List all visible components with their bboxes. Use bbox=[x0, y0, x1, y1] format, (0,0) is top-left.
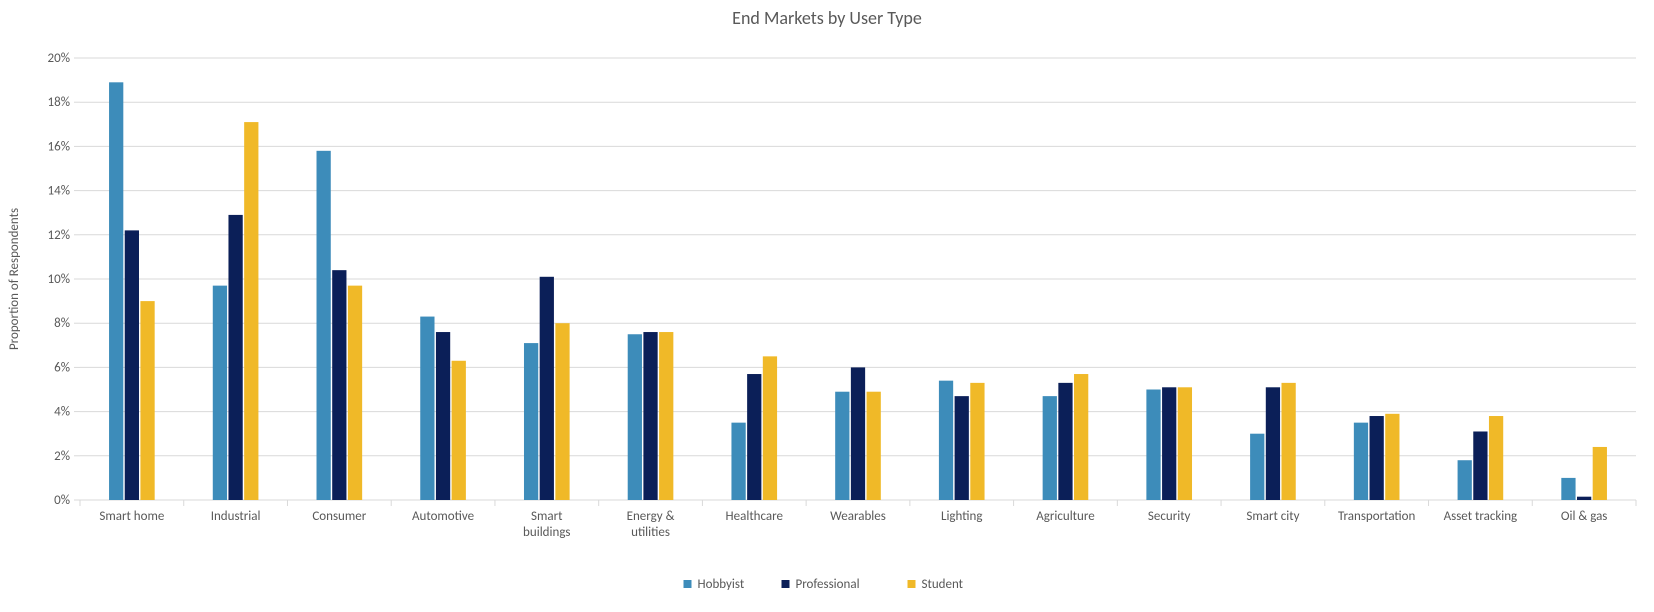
y-tick-label: 6% bbox=[54, 360, 70, 375]
legend-label: Hobbyist bbox=[698, 577, 745, 592]
bar bbox=[1146, 390, 1160, 501]
x-tick-label: Asset tracking bbox=[1444, 509, 1518, 524]
x-tick-label: Industrial bbox=[211, 509, 261, 524]
legend-swatch bbox=[782, 580, 790, 588]
bar bbox=[348, 286, 362, 500]
bar bbox=[851, 367, 865, 500]
bar bbox=[643, 332, 657, 500]
bar bbox=[1473, 431, 1487, 500]
x-tick-label: Agriculture bbox=[1036, 509, 1094, 524]
legend: Hobbyist Professional Student bbox=[684, 577, 964, 592]
bar bbox=[1162, 387, 1176, 500]
y-tick-label: 12% bbox=[48, 228, 70, 243]
x-tick-label: Smart bbox=[531, 509, 563, 524]
legend-swatch bbox=[908, 580, 916, 588]
x-tick-label: Consumer bbox=[312, 509, 366, 524]
y-tick-label: 10% bbox=[48, 272, 70, 287]
bar bbox=[1577, 497, 1591, 500]
y-tick-label: 20% bbox=[48, 51, 70, 66]
y-tick-label: 2% bbox=[54, 449, 70, 464]
x-tick-label: Security bbox=[1148, 509, 1191, 524]
bar bbox=[1354, 423, 1368, 500]
y-tick-label: 4% bbox=[54, 405, 70, 420]
bar bbox=[109, 82, 123, 500]
bar bbox=[332, 270, 346, 500]
bar bbox=[1458, 460, 1472, 500]
legend-label: Student bbox=[922, 577, 964, 592]
y-tick-label: 8% bbox=[54, 316, 70, 331]
bar bbox=[939, 381, 953, 500]
bar bbox=[524, 343, 538, 500]
bar bbox=[955, 396, 969, 500]
bar bbox=[213, 286, 227, 500]
bar bbox=[659, 332, 673, 500]
bar-chart: End Markets by User Type Proportion of Re… bbox=[0, 0, 1654, 612]
bar bbox=[540, 277, 554, 500]
bar bbox=[628, 334, 642, 500]
bar bbox=[970, 383, 984, 500]
x-tick-label: Healthcare bbox=[726, 509, 783, 524]
x-tick-label: buildings bbox=[523, 525, 570, 540]
bar bbox=[1489, 416, 1503, 500]
bar bbox=[731, 423, 745, 500]
bar bbox=[244, 122, 258, 500]
bar bbox=[1370, 416, 1384, 500]
bar bbox=[317, 151, 331, 500]
bar bbox=[747, 374, 761, 500]
chart-container: End Markets by User Type Proportion of Re… bbox=[0, 0, 1654, 612]
bar bbox=[452, 361, 466, 500]
bar bbox=[867, 392, 881, 500]
x-tick-label: Smart home bbox=[99, 509, 164, 524]
bar bbox=[140, 301, 154, 500]
x-tick-label: Automotive bbox=[412, 509, 474, 524]
bar bbox=[436, 332, 450, 500]
bar bbox=[1043, 396, 1057, 500]
x-tick-label: Energy & bbox=[627, 509, 675, 524]
x-tick-label: Lighting bbox=[941, 509, 982, 524]
bar bbox=[1250, 434, 1264, 500]
bar bbox=[125, 230, 139, 500]
bar bbox=[1074, 374, 1088, 500]
bar bbox=[835, 392, 849, 500]
y-tick-label: 0% bbox=[54, 493, 70, 508]
y-tick-label: 16% bbox=[48, 139, 70, 154]
bar bbox=[763, 356, 777, 500]
bar bbox=[1178, 387, 1192, 500]
bar bbox=[1561, 478, 1575, 500]
x-tick-label: Oil & gas bbox=[1561, 509, 1608, 524]
bar bbox=[1058, 383, 1072, 500]
legend-swatch bbox=[684, 580, 692, 588]
bar bbox=[420, 317, 434, 500]
y-axis-label: Proportion of Respondents bbox=[7, 208, 22, 350]
chart-title: End Markets by User Type bbox=[732, 7, 922, 29]
bar bbox=[1593, 447, 1607, 500]
bar bbox=[1266, 387, 1280, 500]
y-tick-label: 14% bbox=[48, 184, 70, 199]
x-tick-label: utilities bbox=[631, 525, 670, 540]
bar bbox=[228, 215, 242, 500]
bar bbox=[1385, 414, 1399, 500]
bar bbox=[1281, 383, 1295, 500]
y-tick-label: 18% bbox=[48, 95, 70, 110]
legend-label: Professional bbox=[796, 577, 860, 592]
x-tick-label: Smart city bbox=[1246, 509, 1299, 524]
x-tick-label: Wearables bbox=[830, 509, 886, 524]
x-tick-label: Transportation bbox=[1338, 509, 1416, 524]
bar bbox=[555, 323, 569, 500]
